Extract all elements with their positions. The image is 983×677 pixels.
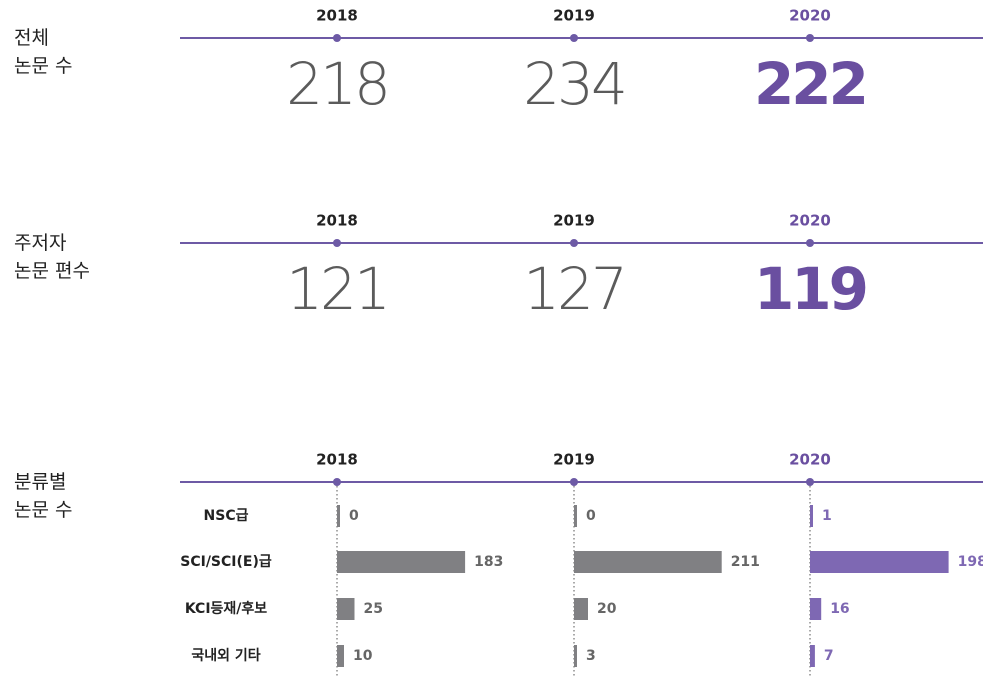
bar-value: 1 <box>822 508 832 524</box>
stat-value: 222 <box>754 50 866 118</box>
stat-value: 119 <box>754 255 866 323</box>
year-label: 2018 <box>316 451 358 469</box>
category-label: NSC급 <box>204 508 249 524</box>
bar <box>337 505 340 527</box>
year-dot <box>333 239 341 247</box>
bar-value: 10 <box>353 648 373 664</box>
stat-value: 234 <box>523 50 625 118</box>
bar <box>574 551 722 573</box>
year-label: 2020 <box>789 212 831 230</box>
bar <box>810 645 815 667</box>
category-label: KCI등재/후보 <box>185 601 267 617</box>
bar-value: 183 <box>474 554 503 570</box>
year-dot <box>806 34 814 42</box>
year-dot <box>806 239 814 247</box>
category-label: 국내외 기타 <box>191 647 260 664</box>
bar <box>810 598 822 620</box>
section-title: 전체 논문 수 <box>14 27 73 77</box>
bar <box>337 551 466 573</box>
bar <box>337 598 355 620</box>
bar-value: 0 <box>349 508 359 524</box>
bar-value: 3 <box>586 648 596 664</box>
bar <box>810 551 949 573</box>
year-dot <box>570 34 578 42</box>
bar-value: 20 <box>597 601 617 617</box>
year-label: 2019 <box>553 212 595 230</box>
bar <box>574 645 577 667</box>
year-label: 2018 <box>316 212 358 230</box>
year-label: 2019 <box>553 7 595 25</box>
stat-value: 121 <box>286 255 388 323</box>
bar-value: 198 <box>958 554 983 570</box>
stat-value: 218 <box>286 50 388 118</box>
category-label: SCI/SCI(E)급 <box>180 554 272 570</box>
bar-value: 211 <box>731 554 760 570</box>
year-dot <box>333 34 341 42</box>
bar <box>337 645 344 667</box>
year-label: 2019 <box>553 451 595 469</box>
bar-value: 25 <box>364 601 383 617</box>
year-label: 2020 <box>789 7 831 25</box>
stat-value: 127 <box>523 255 625 323</box>
year-label: 2020 <box>789 451 831 469</box>
year-dot <box>570 239 578 247</box>
section-title: 주저자 논문 편수 <box>14 232 90 282</box>
section-title: 분류별 논문 수 <box>14 471 73 521</box>
bar <box>574 505 577 527</box>
bar <box>810 505 813 527</box>
bar-value: 0 <box>586 508 596 524</box>
year-dot <box>570 478 578 486</box>
bar-value: 7 <box>824 648 834 664</box>
bar-value: 16 <box>830 601 849 617</box>
year-dot <box>333 478 341 486</box>
year-dot <box>806 478 814 486</box>
year-label: 2018 <box>316 7 358 25</box>
bar <box>574 598 588 620</box>
